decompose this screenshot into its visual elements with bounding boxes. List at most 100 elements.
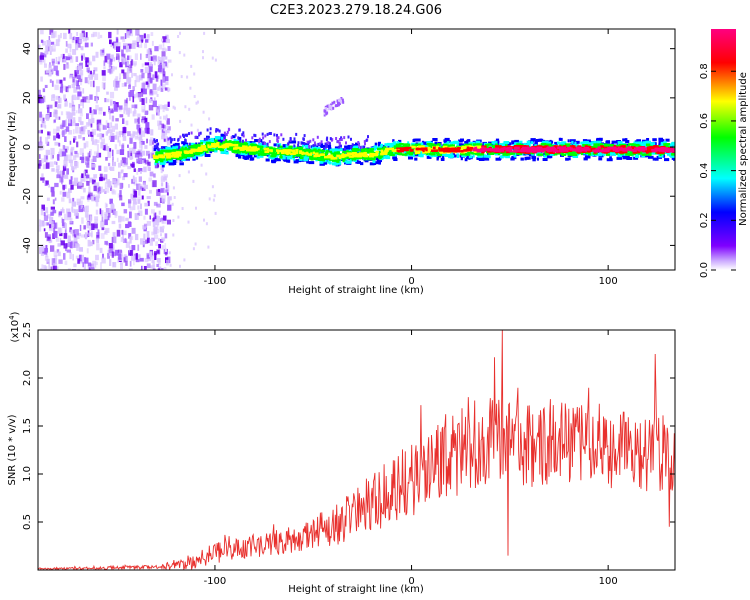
noise-cell: [98, 122, 102, 130]
noise-cell: [62, 191, 67, 197]
noise-cell: [53, 109, 58, 115]
ridge-cell: [505, 155, 510, 159]
ridge-cell: [190, 148, 196, 151]
ridge-cell: [574, 141, 577, 145]
ridge-cell: [419, 154, 424, 158]
ridge-cell: [645, 148, 650, 151]
noise-cell: [109, 39, 112, 45]
ridge-cell: [241, 139, 244, 143]
ridge-cell: [265, 142, 268, 146]
ridge-cell: [363, 140, 366, 144]
ridge-cell: [632, 149, 637, 153]
noise-cell: [138, 136, 143, 141]
noise-cell: [139, 34, 144, 42]
ridge-cell: [539, 148, 545, 152]
ridge-cell: [652, 138, 657, 142]
noise-cell: [55, 57, 58, 62]
ridge-cell: [504, 147, 510, 150]
noise-cell: [143, 33, 146, 39]
noise-cell: [93, 223, 98, 228]
ridge-cell: [425, 148, 428, 152]
ridge-cell: [154, 162, 157, 166]
noise-cell: [163, 56, 166, 60]
ridge-cell: [185, 133, 188, 137]
noise-cell: [167, 196, 172, 201]
noise-cell: [91, 179, 96, 185]
noise-cell: [72, 49, 77, 55]
ridge-cell: [543, 154, 547, 158]
ridge-cell: [303, 157, 308, 161]
ridge-cell: [470, 152, 473, 155]
noise-cell: [150, 32, 154, 36]
noise-cell: [118, 223, 122, 229]
ridge-cell: [403, 147, 407, 150]
noise-cell: [148, 154, 150, 159]
ridge-cell: [280, 156, 286, 160]
ridge-cell: [290, 156, 293, 160]
noise-cell: [71, 38, 75, 43]
ridge-cell: [393, 141, 397, 145]
ridge-cell: [384, 148, 389, 151]
ridge-cell: [584, 155, 591, 159]
noise-cell: [146, 77, 150, 84]
ridge-cell: [464, 158, 468, 162]
noise-cell: [56, 70, 60, 77]
ridge-cell: [258, 142, 264, 146]
ridge-cell: [185, 155, 191, 159]
ridge-cell: [617, 154, 623, 158]
y-tick-label: 1.0: [22, 466, 33, 482]
ridge-cell: [616, 156, 623, 160]
noise-cell: [104, 143, 108, 151]
noise-cell: [39, 145, 45, 150]
noise-cell: [99, 247, 103, 253]
ridge-cell: [287, 142, 290, 146]
noise-cell: [144, 202, 149, 207]
ridge-cell: [247, 148, 253, 152]
ridge-cell: [362, 145, 365, 149]
ridge-cell: [157, 148, 160, 152]
ridge-cell: [266, 132, 269, 136]
ridge-cell: [596, 145, 599, 148]
noise-cell: [156, 224, 159, 230]
noise-cell: [84, 77, 88, 84]
ridge-cell: [237, 136, 240, 140]
ridge-cell: [156, 152, 162, 156]
noise-cell: [141, 265, 143, 270]
ridge-cell: [376, 159, 382, 163]
ridge-cell: [169, 136, 172, 140]
ridge-cell: [177, 138, 180, 142]
noise-cell: [136, 131, 139, 139]
ridge-cell: [299, 150, 303, 153]
noise-cell: [159, 116, 162, 120]
noise-cell: [152, 260, 155, 267]
ridge-cell: [449, 144, 453, 147]
noise-cell: [134, 80, 137, 87]
ridge-cell: [614, 148, 619, 152]
noise-cell: [108, 129, 113, 133]
ridge-cell: [595, 148, 599, 151]
noise-cell: [178, 51, 181, 55]
noise-cell: [86, 221, 90, 229]
noise-cell: [40, 129, 43, 134]
noise-cell: [161, 135, 166, 140]
ridge-cell: [477, 154, 482, 158]
noise-cell: [181, 207, 184, 210]
noise-cell: [94, 182, 99, 188]
noise-cell: [86, 195, 92, 200]
noise-cell: [65, 247, 67, 252]
noise-cell: [135, 75, 140, 83]
ridge-cell: [373, 145, 378, 149]
ridge-cell: [154, 140, 157, 144]
noise-cell: [141, 63, 144, 68]
ridge-cell: [245, 138, 247, 142]
noise-cell: [67, 146, 69, 151]
ridge-cell: [352, 144, 357, 148]
ridge-cell: [533, 143, 536, 147]
ridge-cell: [409, 149, 413, 152]
colorbar-ticks: 0.00.20.40.60.8: [699, 63, 736, 278]
noise-cell: [69, 140, 72, 145]
noise-cell: [136, 41, 139, 48]
noise-cell: [74, 123, 79, 127]
ridge-cell: [179, 152, 186, 155]
ridge-cell: [184, 151, 190, 154]
